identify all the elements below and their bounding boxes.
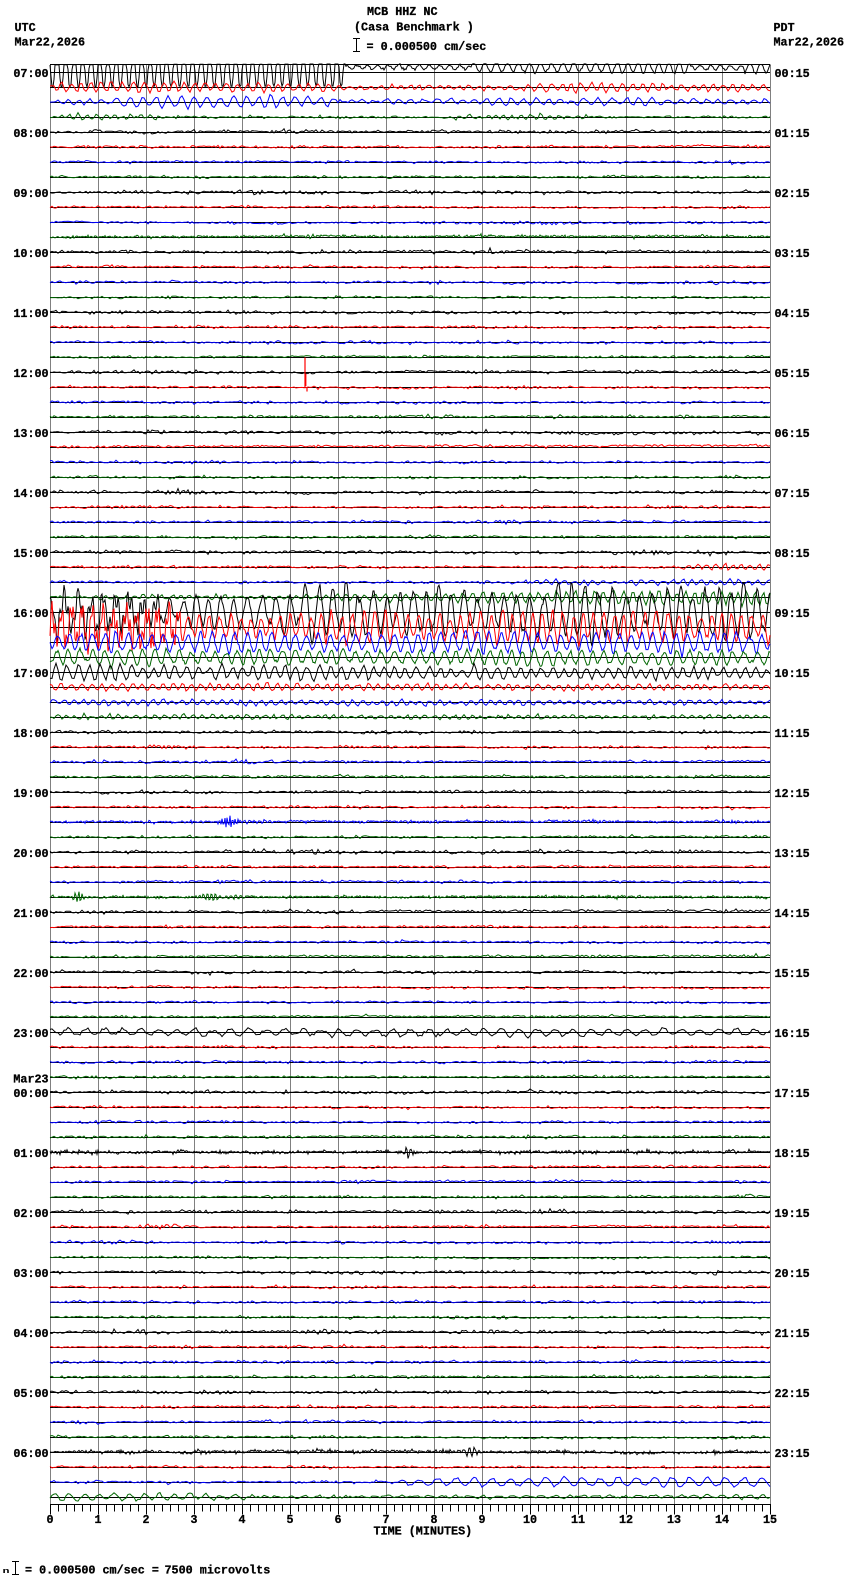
svg-text:20:00: 20:00 — [13, 847, 48, 861]
svg-text:22:15: 22:15 — [775, 1387, 810, 1401]
svg-text:21:15: 21:15 — [775, 1327, 810, 1341]
svg-text:10:15: 10:15 — [775, 667, 810, 681]
svg-text:11:00: 11:00 — [13, 307, 48, 321]
svg-text:12: 12 — [619, 1513, 633, 1527]
svg-text:06:00: 06:00 — [13, 1447, 48, 1461]
svg-text:MCB HHZ NC: MCB HHZ NC — [367, 5, 438, 19]
svg-text:01:00: 01:00 — [13, 1147, 48, 1161]
svg-text:8: 8 — [431, 1513, 438, 1527]
svg-text:23:15: 23:15 — [775, 1447, 810, 1461]
svg-text:01:15: 01:15 — [775, 127, 810, 141]
svg-text:10: 10 — [523, 1513, 537, 1527]
svg-text:04:15: 04:15 — [775, 307, 810, 321]
svg-text:23:00: 23:00 — [13, 1027, 48, 1041]
svg-text:05:00: 05:00 — [13, 1387, 48, 1401]
svg-text:06:15: 06:15 — [775, 427, 810, 441]
svg-text:16:00: 16:00 — [13, 607, 48, 621]
svg-text:12:15: 12:15 — [775, 787, 810, 801]
svg-text:11:15: 11:15 — [775, 727, 810, 741]
svg-text:19:00: 19:00 — [13, 787, 48, 801]
svg-text:02:15: 02:15 — [775, 187, 810, 201]
svg-text:03:15: 03:15 — [775, 247, 810, 261]
svg-text:05:15: 05:15 — [775, 367, 810, 381]
svg-text:UTC: UTC — [15, 21, 37, 35]
svg-text:(Casa Benchmark ): (Casa Benchmark ) — [354, 20, 474, 34]
svg-text:TIME (MINUTES): TIME (MINUTES) — [374, 1524, 473, 1538]
svg-text:0: 0 — [47, 1513, 54, 1527]
svg-text:7500 microvolts: 7500 microvolts — [165, 1564, 271, 1578]
svg-text:5: 5 — [287, 1513, 294, 1527]
svg-text:Mar22,2026: Mar22,2026 — [774, 36, 845, 50]
svg-text:00:15: 00:15 — [775, 67, 810, 81]
svg-text:03:00: 03:00 — [13, 1267, 48, 1281]
svg-text:10:00: 10:00 — [13, 247, 48, 261]
svg-text:17:00: 17:00 — [13, 667, 48, 681]
svg-text:13: 13 — [667, 1513, 681, 1527]
svg-text:15:00: 15:00 — [13, 547, 48, 561]
svg-text:08:15: 08:15 — [775, 547, 810, 561]
svg-text:14: 14 — [715, 1513, 730, 1527]
svg-text:15:15: 15:15 — [775, 967, 810, 981]
svg-text:09:00: 09:00 — [13, 187, 48, 201]
svg-text:22:00: 22:00 — [13, 967, 48, 981]
svg-text:6: 6 — [335, 1513, 342, 1527]
svg-text:18:15: 18:15 — [775, 1147, 810, 1161]
svg-text:04:00: 04:00 — [13, 1327, 48, 1341]
svg-text:08:00: 08:00 — [13, 127, 48, 141]
svg-text:14:00: 14:00 — [13, 487, 48, 501]
svg-text:PDT: PDT — [774, 21, 796, 35]
svg-text:Mar22,2026: Mar22,2026 — [15, 36, 86, 50]
svg-text:09:15: 09:15 — [775, 607, 810, 621]
svg-text:11: 11 — [571, 1513, 585, 1527]
svg-text:13:00: 13:00 — [13, 427, 48, 441]
svg-text:16:15: 16:15 — [775, 1027, 810, 1041]
svg-text:= 0.000500 cm/sec =: = 0.000500 cm/sec = — [25, 1564, 159, 1578]
svg-text:13:15: 13:15 — [775, 847, 810, 861]
svg-text:3: 3 — [191, 1513, 198, 1527]
svg-text:17:15: 17:15 — [775, 1087, 810, 1101]
svg-text:2: 2 — [143, 1513, 150, 1527]
svg-text:12:00: 12:00 — [13, 367, 48, 381]
svg-text:21:00: 21:00 — [13, 907, 48, 921]
svg-text:15: 15 — [763, 1513, 777, 1527]
svg-text:07:00: 07:00 — [13, 67, 48, 81]
svg-text:Mar23: Mar23 — [13, 1072, 48, 1086]
svg-text:4: 4 — [239, 1513, 247, 1527]
svg-text:14:15: 14:15 — [775, 907, 810, 921]
svg-text:n: n — [3, 1568, 10, 1576]
svg-text:7: 7 — [383, 1513, 390, 1527]
svg-text:02:00: 02:00 — [13, 1207, 48, 1221]
svg-text:19:15: 19:15 — [775, 1207, 810, 1221]
svg-text:07:15: 07:15 — [775, 487, 810, 501]
svg-text:18:00: 18:00 — [13, 727, 48, 741]
svg-text:= 0.000500 cm/sec: = 0.000500 cm/sec — [367, 40, 487, 54]
svg-text:20:15: 20:15 — [775, 1267, 810, 1281]
svg-text:00:00: 00:00 — [13, 1087, 48, 1101]
svg-text:9: 9 — [479, 1513, 486, 1527]
svg-text:1: 1 — [95, 1513, 102, 1527]
